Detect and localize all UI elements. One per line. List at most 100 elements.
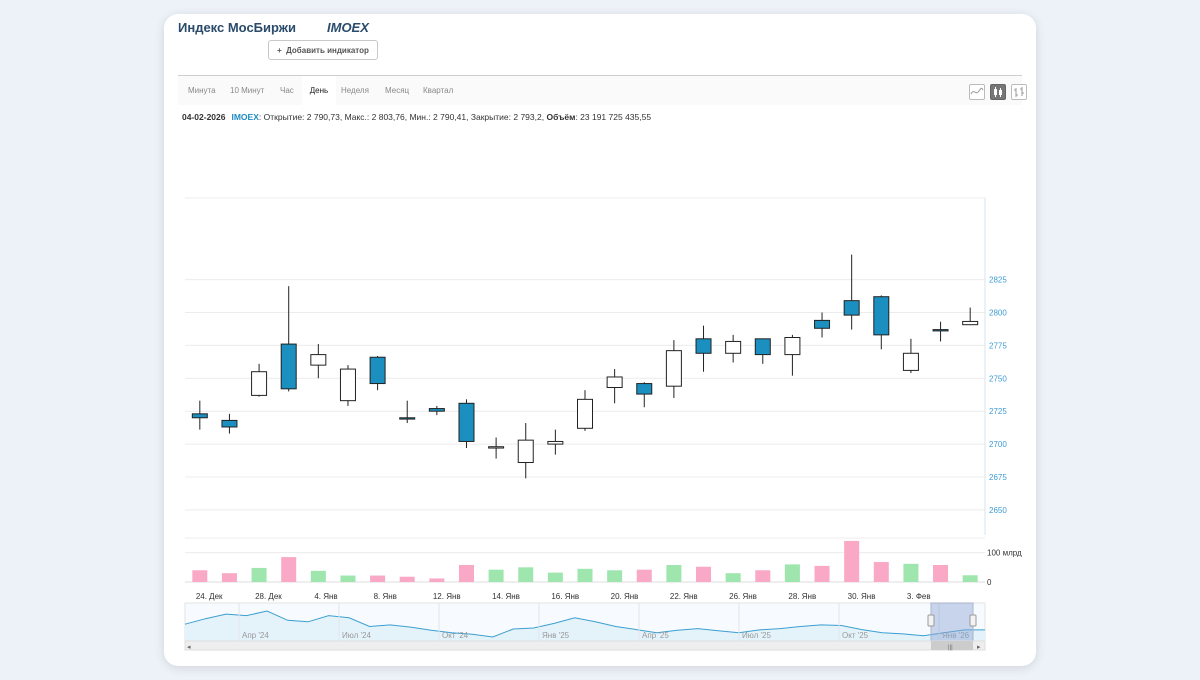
volume-bar bbox=[429, 578, 445, 582]
volume-bar bbox=[784, 564, 800, 582]
candle-body bbox=[725, 340, 742, 354]
price-tick-label: 2650 bbox=[989, 506, 1007, 515]
volume-bar bbox=[814, 565, 830, 582]
candle-body bbox=[310, 354, 327, 366]
candle-body bbox=[339, 368, 356, 402]
price-tick-label: 2800 bbox=[989, 308, 1007, 317]
candle-body bbox=[932, 329, 949, 332]
navigator-handle[interactable] bbox=[969, 614, 977, 627]
navigator-selection[interactable] bbox=[930, 602, 974, 642]
x-tick-label: 22. Янв bbox=[670, 592, 698, 601]
index-title: Индекс МосБиржи bbox=[178, 20, 296, 35]
volume-bar bbox=[577, 568, 593, 582]
candle-body bbox=[902, 352, 919, 371]
x-tick-label: 8. Янв bbox=[374, 592, 397, 601]
candle-body bbox=[754, 338, 771, 356]
volume-bar bbox=[873, 562, 889, 582]
volume-bar bbox=[518, 567, 534, 582]
volume-bar bbox=[192, 570, 208, 582]
candle-body bbox=[606, 376, 623, 389]
tab-hour[interactable]: Час bbox=[280, 86, 294, 95]
price-tick-label: 2725 bbox=[989, 407, 1007, 416]
candle-body bbox=[399, 417, 416, 420]
volume-zero-label: 0 bbox=[987, 578, 992, 587]
candle-body bbox=[636, 383, 653, 395]
x-tick-label: 20. Янв bbox=[611, 592, 639, 601]
plus-icon: + bbox=[277, 46, 282, 55]
volume-tick-label: 100 млрд bbox=[987, 549, 1022, 558]
scroll-right-icon[interactable]: ▸ bbox=[977, 644, 981, 651]
x-tick-label: 4. Янв bbox=[314, 592, 337, 601]
candle-body bbox=[428, 408, 445, 412]
volume-bar bbox=[725, 573, 741, 582]
candle-body bbox=[280, 343, 297, 390]
candlestick-icon[interactable] bbox=[990, 84, 1006, 100]
info-ohlc: : Открытие: 2 790,73, Макс.: 2 803,76, М… bbox=[258, 112, 545, 122]
x-tick-label: 28. Дек bbox=[255, 592, 282, 601]
navigator-handle[interactable] bbox=[927, 614, 935, 627]
volume-bar bbox=[399, 576, 415, 582]
period-tabs: Минута 10 Минут Час День Неделя Месяц Кв… bbox=[178, 75, 1027, 105]
tab-quarter[interactable]: Квартал bbox=[423, 86, 454, 95]
volume-bar bbox=[666, 564, 682, 582]
navigator-tick-label: Окт '24 bbox=[442, 631, 469, 640]
navigator-fill bbox=[185, 611, 985, 641]
volume-bar bbox=[251, 567, 267, 582]
line-chart-icon[interactable] bbox=[969, 84, 985, 100]
volume-bar bbox=[844, 540, 860, 582]
tab-day[interactable]: День bbox=[302, 76, 336, 105]
info-volume-label: Объём bbox=[546, 112, 576, 122]
ohlc-bars-icon[interactable] bbox=[1011, 84, 1027, 100]
x-tick-label: 26. Янв bbox=[729, 592, 757, 601]
volume-bar bbox=[636, 569, 652, 582]
candle-body bbox=[665, 350, 682, 387]
volume-bar bbox=[370, 575, 386, 582]
volume-bar bbox=[310, 570, 326, 582]
info-symbol: IMOEX bbox=[231, 112, 259, 122]
volume-bar bbox=[962, 575, 978, 582]
candle-body bbox=[547, 440, 564, 445]
navigator-tick-label: Апр '24 bbox=[242, 631, 269, 640]
price-tick-label: 2700 bbox=[989, 440, 1007, 449]
scroll-left-icon[interactable]: ◂ bbox=[187, 644, 191, 651]
volume-bar bbox=[607, 570, 623, 582]
tab-month[interactable]: Месяц bbox=[385, 86, 410, 95]
volume-bar bbox=[755, 570, 771, 582]
volume-bar bbox=[221, 573, 237, 582]
volume-bar bbox=[458, 564, 474, 582]
x-tick-label: 30. Янв bbox=[848, 592, 876, 601]
candle-body bbox=[962, 320, 979, 326]
candle-body bbox=[814, 319, 831, 329]
candle-body bbox=[517, 439, 534, 464]
navigator-tick-label: Янв '25 bbox=[542, 631, 570, 640]
candle-body bbox=[695, 338, 712, 354]
scrollbar-thumb[interactable] bbox=[931, 641, 973, 650]
price-tick-label: 2775 bbox=[989, 341, 1007, 350]
candle-body bbox=[191, 413, 208, 419]
candle-body bbox=[251, 371, 268, 396]
tab-minute[interactable]: Минута bbox=[188, 86, 216, 95]
scrollbar-grip-icon: ||| bbox=[948, 645, 953, 651]
tab-10-minutes[interactable]: 10 Минут bbox=[230, 86, 265, 95]
x-tick-label: 14. Янв bbox=[492, 592, 520, 601]
candle-body bbox=[458, 402, 475, 442]
scrollbar-track[interactable] bbox=[184, 640, 986, 651]
add-indicator-button[interactable]: + Добавить индикатор bbox=[268, 40, 378, 60]
info-date: 04-02-2026 bbox=[182, 112, 226, 122]
candle-body bbox=[784, 336, 801, 356]
price-chart[interactable]: 2650 2675 2700 2725 2750 2775 2800 2825 100 млрд… bbox=[164, 14, 1036, 666]
x-tick-label: 28. Янв bbox=[788, 592, 816, 601]
x-tick-label: 12. Янв bbox=[433, 592, 461, 601]
tab-week[interactable]: Неделя bbox=[341, 86, 369, 95]
price-tick-label: 2750 bbox=[989, 374, 1007, 383]
index-ticker: IMOEX bbox=[327, 20, 369, 35]
candle-body bbox=[843, 300, 860, 316]
navigator-tick-label: Июл '25 bbox=[742, 631, 771, 640]
price-tick-label: 2675 bbox=[989, 473, 1007, 482]
navigator-tick-label: Окт '25 bbox=[842, 631, 869, 640]
x-tick-label: 16. Янв bbox=[551, 592, 579, 601]
volume-bar bbox=[547, 572, 563, 582]
ohlc-info-line: 04-02-2026 IMOEX: Открытие: 2 790,73, Мак… bbox=[182, 112, 651, 122]
candle-body bbox=[488, 446, 505, 449]
candle-body bbox=[221, 419, 238, 428]
